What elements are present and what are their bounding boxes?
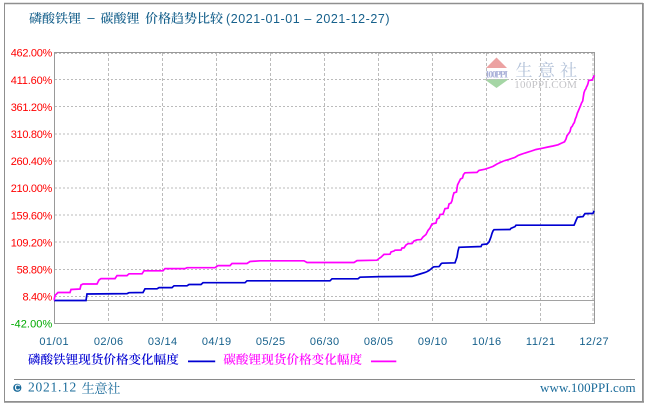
svg-text:361.20%: 361.20% bbox=[11, 102, 53, 114]
svg-text:310.80%: 310.80% bbox=[11, 129, 53, 141]
svg-text:–: – bbox=[87, 10, 95, 25]
svg-text:210.00%: 210.00% bbox=[11, 183, 53, 195]
svg-text:462.00%: 462.00% bbox=[11, 48, 53, 60]
svg-text:100PPI: 100PPI bbox=[485, 71, 508, 81]
svg-text:www.100PPI.com: www.100PPI.com bbox=[540, 380, 636, 395]
svg-text:03/14: 03/14 bbox=[148, 336, 177, 348]
svg-text:02/06: 02/06 bbox=[94, 336, 123, 348]
svg-text:06/30: 06/30 bbox=[310, 336, 339, 348]
svg-text:10/16: 10/16 bbox=[472, 336, 501, 348]
svg-text:01/01: 01/01 bbox=[39, 336, 68, 348]
svg-text:08/05: 08/05 bbox=[364, 336, 393, 348]
svg-text:100PPI.COM: 100PPI.COM bbox=[514, 79, 577, 91]
svg-text:2021.12: 2021.12 bbox=[28, 380, 76, 395]
svg-text:(2021-01-01 – 2021-12-27): (2021-01-01 – 2021-12-27) bbox=[226, 12, 390, 26]
svg-text:8.40%: 8.40% bbox=[23, 292, 53, 304]
svg-text:159.60%: 159.60% bbox=[11, 210, 53, 222]
svg-text:260.40%: 260.40% bbox=[11, 156, 53, 168]
svg-text:12/27: 12/27 bbox=[579, 336, 608, 348]
svg-text:04/19: 04/19 bbox=[202, 336, 231, 348]
svg-text:11/21: 11/21 bbox=[526, 336, 555, 348]
svg-text:09/10: 09/10 bbox=[418, 336, 447, 348]
svg-text:109.20%: 109.20% bbox=[11, 237, 53, 249]
svg-text:C: C bbox=[15, 384, 21, 393]
svg-text:-42.00%: -42.00% bbox=[11, 319, 53, 331]
svg-text:58.80%: 58.80% bbox=[17, 265, 53, 277]
svg-text:411.60%: 411.60% bbox=[11, 75, 53, 87]
svg-text:05/25: 05/25 bbox=[256, 336, 285, 348]
